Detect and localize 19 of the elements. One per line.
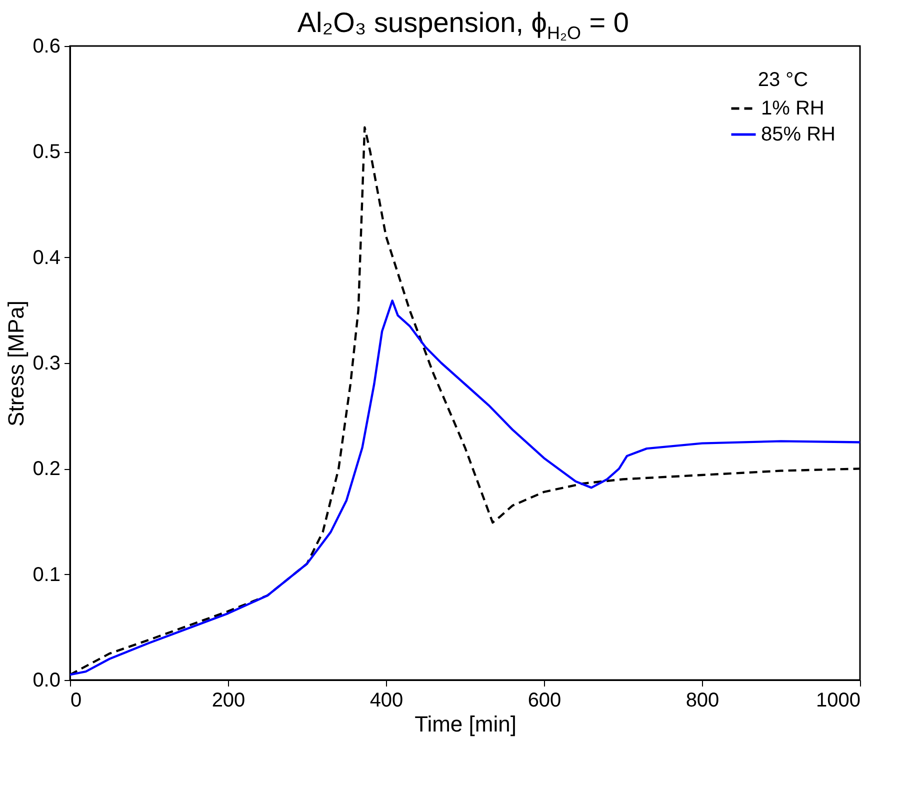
x-tick-label: 0 (70, 690, 82, 712)
y-tick-label: 0.2 (32, 458, 60, 480)
y-tick-label: 0.1 (32, 564, 60, 586)
legend-label: 85% RH (761, 124, 836, 146)
y-tick-label: 0.6 (32, 36, 60, 58)
x-tick-label: 200 (212, 690, 246, 712)
x-tick-label: 800 (686, 690, 720, 712)
x-axis-title: Time [min] (414, 712, 516, 736)
x-tick-label: 1000 (816, 690, 860, 712)
x-tick-label: 600 (528, 690, 562, 712)
y-tick-label: 0.0 (32, 670, 60, 692)
y-tick-label: 0.3 (32, 352, 60, 374)
y-tick-label: 0.5 (32, 141, 60, 164)
line-series (70, 300, 860, 676)
legend-title: 23 °C (758, 69, 808, 91)
x-tick-label: 400 (370, 690, 404, 712)
legend-label: 1% RH (761, 98, 824, 120)
y-axis-title: Stress [MPa] (4, 300, 29, 426)
y-tick-label: 0.4 (32, 246, 60, 269)
